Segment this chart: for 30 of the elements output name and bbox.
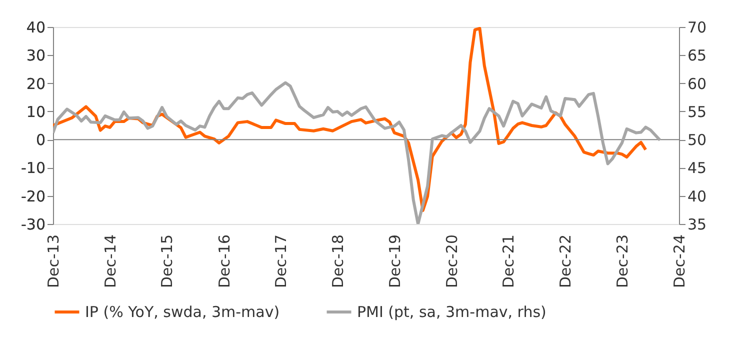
y2-tick-label: 45 [688,159,707,178]
x-tick-label: Dec-14 [101,234,120,288]
y2-tick-label: 55 [688,102,707,121]
y2-tick-label: 60 [688,74,707,93]
x-tick-label: Dec-13 [44,234,62,288]
x-tick-label: Dec-19 [386,234,404,288]
y-tick-label: -20 [21,187,46,206]
legend-label: IP (% YoY, swda, 3m-mav) [85,303,280,321]
x-tick-label: Dec-16 [215,234,234,288]
y-tick-label: -30 [21,216,46,234]
y-tick-label: -10 [21,159,46,178]
x-tick-label: Dec-15 [158,234,176,288]
x-tick-label: Dec-17 [272,234,290,288]
y-tick-label: 30 [26,46,46,65]
x-tick-label: Dec-20 [442,234,461,288]
y-tick-label: 20 [26,74,46,93]
y2-tick-label: 70 [688,18,707,36]
x-tick-label: Dec-24 [670,234,688,288]
y2-tick-label: 65 [688,46,707,65]
y-tick-label: 0 [36,131,46,150]
x-tick-label: Dec-22 [556,234,575,288]
y-tick-label: 40 [26,18,46,36]
y2-tick-label: 50 [688,131,707,150]
x-tick-label: Dec-23 [613,234,632,288]
y-tick-label: 10 [26,102,46,121]
x-tick-label: Dec-18 [328,234,347,288]
y2-tick-label: 35 [688,216,707,234]
legend-label: PMI (pt, sa, 3m-mav, rhs) [357,303,546,321]
y2-tick-label: 40 [688,187,707,206]
x-tick-label: Dec-21 [500,234,518,288]
